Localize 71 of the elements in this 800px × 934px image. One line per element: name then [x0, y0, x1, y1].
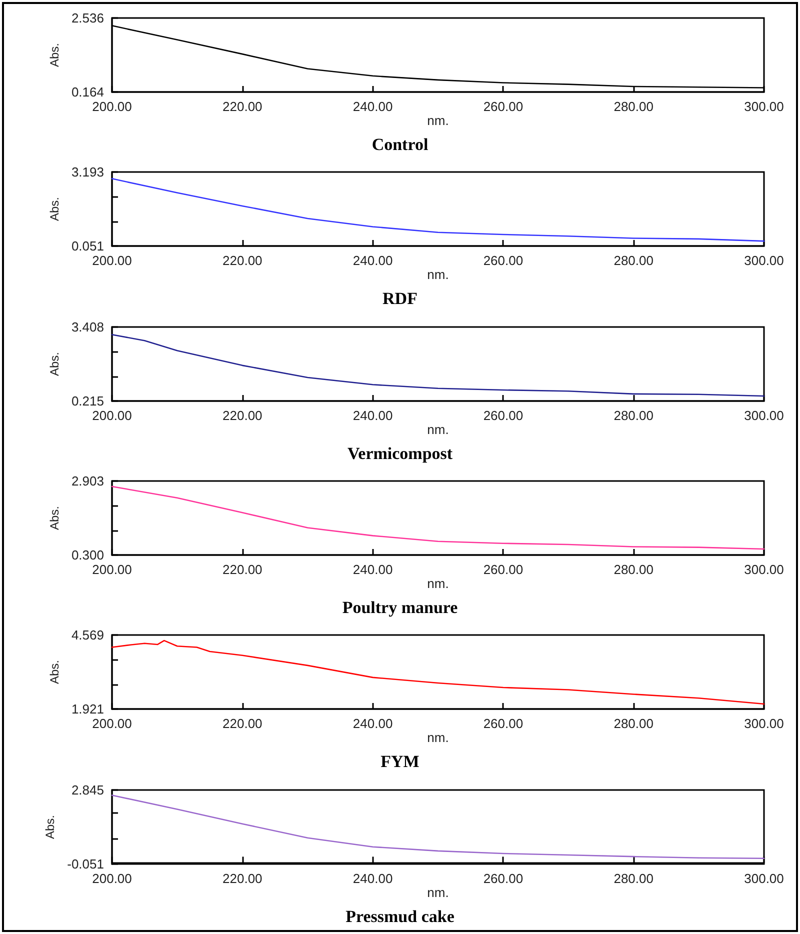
x-tick-label: 200.00: [92, 253, 132, 268]
text: RDF: [382, 289, 418, 308]
x-tick-label: 260.00: [483, 253, 524, 268]
text: Control: [372, 135, 428, 154]
y-tick-label: 2.536: [71, 10, 104, 26]
x-axis-title: nm.: [427, 267, 449, 282]
line-series: [111, 640, 765, 705]
x-tick-label: 240.00: [352, 870, 393, 886]
x-tick-label: 200.00: [92, 870, 132, 886]
y-tick-label: 3.408: [71, 319, 104, 334]
x-tick-label: 280.00: [614, 253, 654, 268]
x-tick-label: 280.00: [614, 716, 654, 732]
y-tick-label: 0.300: [71, 548, 104, 562]
x-tick-label: 280.00: [614, 870, 654, 886]
x-tick-label: 300.00: [744, 716, 784, 732]
x-tick-label: 280.00: [614, 562, 654, 577]
y-axis-title: Abs.: [43, 814, 58, 839]
x-axis-title: nm.: [427, 113, 449, 128]
y-axis-title: Abs.: [48, 197, 62, 222]
x-tick-label: 300.00: [744, 253, 784, 268]
x-tick-label: 280.00: [614, 99, 654, 114]
x-tick-label: 220.00: [222, 99, 262, 114]
x-tick-label: 220.00: [222, 253, 262, 268]
x-tick-label: 220.00: [222, 408, 262, 423]
x-tick-label: 200.00: [92, 99, 132, 114]
text: Pressmud cake: [346, 906, 455, 926]
x-tick-label: 240.00: [352, 253, 393, 268]
line-series: [111, 178, 765, 242]
x-tick-label: 300.00: [744, 562, 784, 577]
x-tick-label: 200.00: [92, 408, 132, 423]
y-axis-title: Abs.: [48, 660, 62, 684]
x-tick-label: 280.00: [614, 408, 654, 423]
x-tick-label: 220.00: [222, 562, 262, 577]
line-series: [111, 334, 765, 396]
x-tick-label: 240.00: [352, 716, 393, 732]
x-tick-label: 300.00: [744, 408, 784, 423]
line-series: [111, 794, 765, 859]
x-axis-title: nm.: [427, 884, 449, 900]
x-tick-label: 260.00: [483, 562, 524, 577]
x-tick-label: 260.00: [483, 99, 524, 114]
x-tick-label: 260.00: [483, 870, 524, 886]
text: Poultry manure: [342, 598, 458, 617]
y-tick-label: 2.845: [71, 782, 104, 798]
x-tick-label: 300.00: [744, 99, 784, 114]
y-tick-label: 1.921: [71, 702, 104, 717]
x-tick-label: 200.00: [92, 716, 132, 732]
text: FYM: [380, 752, 420, 772]
y-tick-label: 2.903: [71, 474, 104, 488]
x-tick-label: 220.00: [222, 870, 262, 886]
x-tick-label: 260.00: [483, 408, 524, 423]
y-axis-title: Abs.: [48, 352, 62, 376]
y-tick-label: 4.569: [71, 628, 104, 643]
x-tick-label: 240.00: [352, 408, 393, 423]
y-tick-label: 0.051: [71, 238, 104, 254]
y-tick-label: 0.215: [71, 393, 104, 408]
x-tick-label: 260.00: [483, 716, 524, 732]
y-axis-title: Abs.: [48, 506, 62, 530]
text: Vermicompost: [347, 444, 453, 463]
y-tick-label: 0.164: [71, 84, 104, 100]
line-series: [111, 486, 765, 550]
y-tick-label: 3.193: [71, 164, 104, 180]
x-axis-title: nm.: [427, 422, 449, 437]
y-axis-title: Abs.: [48, 42, 62, 68]
x-tick-label: 240.00: [352, 99, 393, 114]
x-tick-label: 240.00: [352, 562, 393, 577]
x-tick-label: 220.00: [222, 716, 262, 732]
x-tick-label: 200.00: [92, 562, 132, 577]
x-axis-title: nm.: [427, 576, 449, 591]
x-tick-label: 300.00: [744, 870, 784, 886]
y-tick-label: -0.051: [67, 856, 104, 872]
x-axis-title: nm.: [427, 730, 449, 746]
